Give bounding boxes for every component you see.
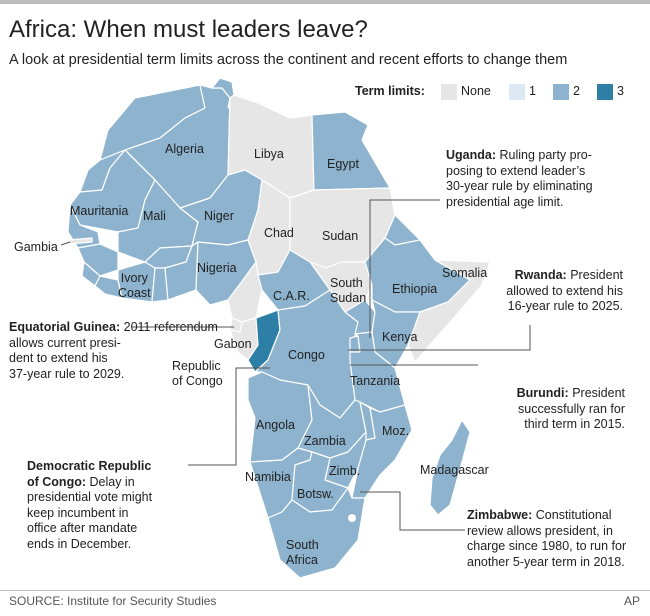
label-libya: Libya	[254, 147, 284, 161]
label-car: C.A.R.	[273, 289, 310, 303]
note-burundi: Burundi: President successfully ran for …	[470, 386, 625, 433]
label-zimbabwe: Zimb.	[329, 464, 361, 478]
label-congo: Congo	[288, 348, 325, 362]
label-niger: Niger	[204, 209, 234, 223]
label-somalia: Somalia	[442, 266, 488, 280]
leader-zimbabwe	[360, 491, 465, 531]
legend-label-1: 1	[529, 84, 536, 98]
note-drc-body: Delay in presidential vote might keep in…	[27, 474, 153, 551]
footer-rule	[0, 590, 650, 591]
label-south-sudan: South Sudan	[330, 276, 367, 305]
agency-credit: AP	[623, 594, 640, 608]
label-south-africa: South Africa	[286, 538, 319, 567]
leader-rwanda	[348, 325, 531, 351]
note-drc: Democratic Republic of Congo: Delay in p…	[27, 459, 197, 552]
note-rwanda-body: President allowed to extend his 16-year …	[506, 268, 623, 313]
label-botswana: Botsw.	[297, 487, 334, 501]
region-egypt	[311, 111, 391, 191]
region-somalia	[407, 259, 491, 363]
leader-lines	[60, 199, 531, 531]
note-rwanda-head: Rwanda:	[514, 268, 567, 282]
legend-swatch-none	[441, 84, 457, 100]
note-burundi-head: Burundi:	[516, 386, 569, 400]
source-credit: SOURCE: Institute for Security Studies	[9, 594, 217, 608]
label-gambia: Gambia	[14, 240, 58, 254]
label-madagascar: Madagascar	[420, 463, 489, 477]
note-burundi-body: President successfully ran for third ter…	[518, 386, 625, 431]
label-kenya: Kenya	[382, 330, 418, 344]
legend-swatch-3	[597, 84, 613, 100]
note-equatorial-guinea: Equatorial Guinea: 2011 referendum allow…	[9, 320, 218, 382]
label-zambia: Zambia	[304, 434, 346, 448]
label-ivory-coast: Ivory Coast	[118, 271, 151, 300]
lesotho-marker	[348, 514, 356, 522]
label-chad: Chad	[264, 226, 294, 240]
map-subtitle: A look at presidential term limits acros…	[9, 52, 568, 68]
note-uganda: Uganda: Ruling party pro- posing to exte…	[446, 148, 636, 210]
legend-swatch-2	[553, 84, 569, 100]
legend-swatch-1	[509, 84, 525, 100]
label-nigeria: Nigeria	[197, 261, 237, 275]
note-zimbabwe-head: Zimbabwe:	[467, 508, 533, 522]
note-eq-guinea-body: 2011 referendum allows current presi- de…	[9, 320, 218, 381]
note-uganda-head: Uganda:	[446, 148, 496, 162]
legend-label-none: None	[461, 84, 491, 98]
africa-map	[60, 77, 531, 579]
label-algeria: Algeria	[165, 142, 204, 156]
region-south-africa	[267, 487, 366, 579]
note-rwanda: Rwanda: President allowed to extend his …	[468, 268, 623, 315]
top-rule	[0, 0, 650, 4]
note-eq-guinea-head: Equatorial Guinea:	[9, 320, 121, 334]
legend-label-3: 3	[617, 84, 624, 98]
note-zimbabwe-body: Constitutional review allows president, …	[467, 508, 627, 569]
label-mauritania: Mauritania	[70, 204, 129, 218]
legend-title: Term limits:	[355, 84, 425, 98]
label-ethiopia: Ethiopia	[392, 282, 438, 296]
leader-drc	[188, 367, 270, 466]
label-sudan: Sudan	[322, 229, 359, 243]
label-namibia: Namibia	[245, 470, 291, 484]
label-gabon: Gabon	[214, 337, 252, 351]
legend-label-2: 2	[573, 84, 580, 98]
note-zimbabwe: Zimbabwe: Constitutional review allows p…	[467, 508, 647, 570]
label-egypt: Egypt	[327, 157, 359, 171]
leader-gambia	[60, 241, 71, 246]
label-tanzania: Tanzania	[350, 374, 401, 388]
leader-uganda	[369, 199, 440, 338]
label-mali: Mali	[143, 209, 166, 223]
label-angola: Angola	[256, 418, 295, 432]
note-drc-head: Democratic Republic of Congo:	[27, 459, 152, 489]
region-madagascar	[429, 419, 471, 516]
note-uganda-body: Ruling party pro- posing to extend leade…	[446, 148, 593, 209]
label-mozambique: Moz.	[382, 424, 410, 438]
label-republic-of-congo: Republic of Congo	[172, 359, 223, 388]
map-title: Africa: When must leaders leave?	[9, 16, 368, 43]
